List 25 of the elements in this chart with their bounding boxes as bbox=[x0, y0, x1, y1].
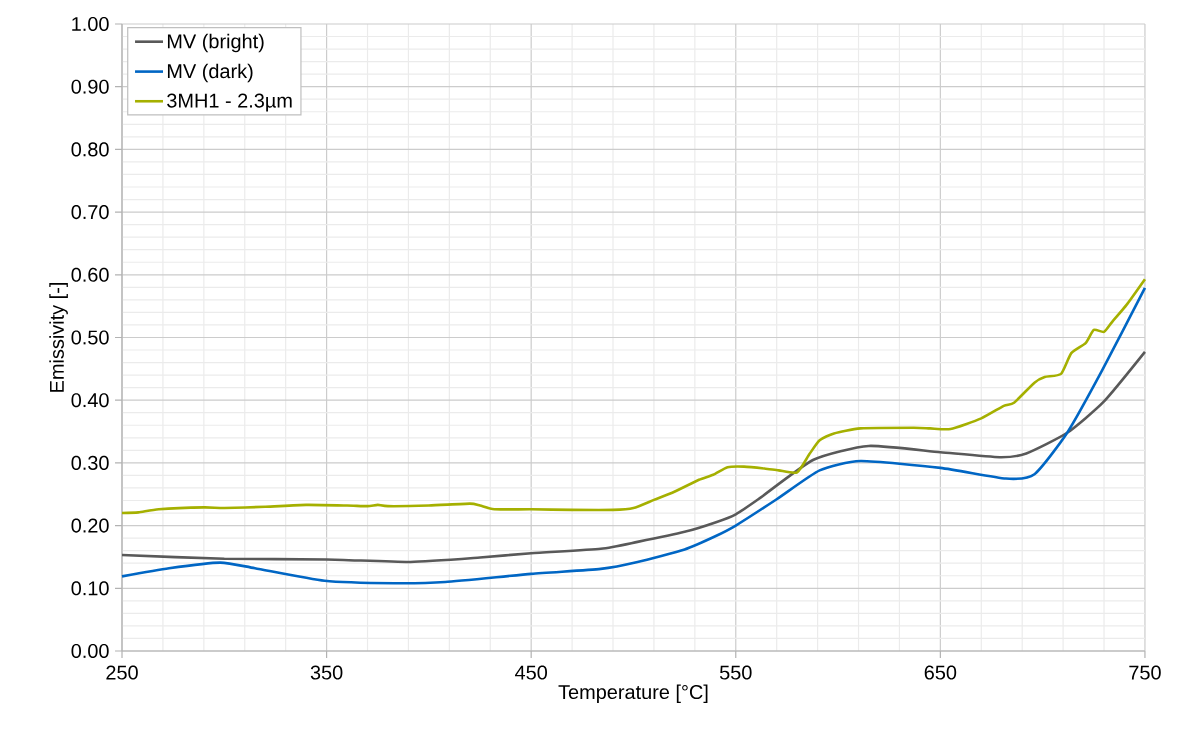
y-tick-label: 1.00 bbox=[72, 16, 109, 32]
x-tick-label: 650 bbox=[924, 665, 957, 680]
y-tick-label: 0.60 bbox=[71, 267, 109, 282]
y-tick-label: 0.00 bbox=[71, 643, 109, 659]
x-axis-title: Temperature [°C] bbox=[558, 684, 708, 704]
x-tick-label: 450 bbox=[515, 665, 548, 680]
line-series bbox=[120, 286, 1147, 585]
y-tick-label: 0.40 bbox=[71, 393, 109, 408]
x-tick-label: 550 bbox=[719, 665, 752, 680]
y-tick-label: 0.70 bbox=[71, 205, 109, 220]
y-tick-label: 0.50 bbox=[71, 330, 109, 345]
x-tick-label: 750 bbox=[1129, 665, 1161, 680]
line-series bbox=[120, 277, 1147, 515]
legend-label: 3MH1 - 2.3µm bbox=[167, 93, 292, 112]
y-tick-label: 0.80 bbox=[71, 142, 109, 157]
legend-label: MV (bright) bbox=[167, 33, 264, 53]
line-series bbox=[120, 350, 1147, 564]
x-tick-label: 250 bbox=[106, 665, 138, 680]
y-tick-label: 0.20 bbox=[71, 518, 109, 533]
y-tick-label: 0.90 bbox=[71, 79, 109, 94]
y-tick-label: 0.10 bbox=[71, 581, 109, 596]
legend-label: MV (dark) bbox=[167, 63, 253, 83]
y-axis-title: Emissivity [-] bbox=[49, 283, 68, 392]
x-tick-label: 350 bbox=[310, 665, 343, 680]
y-tick-label: 0.30 bbox=[71, 455, 109, 470]
